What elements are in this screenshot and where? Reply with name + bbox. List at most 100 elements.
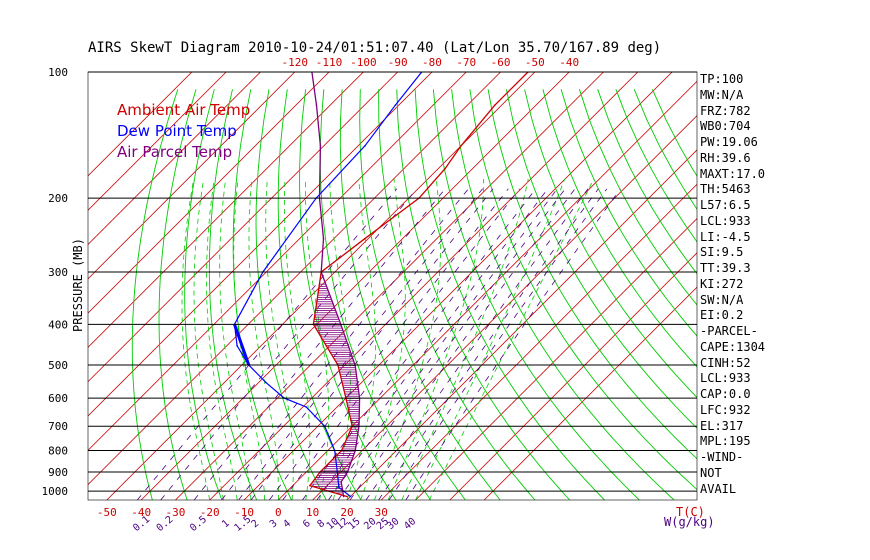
sounding-index-item: CINH:52	[700, 355, 751, 370]
sounding-index-item: PW:19.06	[700, 135, 758, 149]
bottom-temp-tick-label: -20	[200, 506, 220, 519]
air-parcel-temp-line	[311, 72, 361, 497]
dry-adiabat-line	[432, 89, 640, 500]
dew-point-temp-point	[236, 344, 238, 347]
pressure-tick-label: 500	[48, 359, 68, 372]
ambient-air-temp-point	[363, 237, 366, 240]
cape-hatch	[311, 283, 360, 494]
chart-legend: Ambient Air Temp Dew Point Temp Air Parc…	[117, 100, 250, 163]
sounding-index-item: EI:0.2	[700, 308, 744, 323]
mixing-ratio-line	[405, 188, 621, 500]
dry-adiabat-line	[396, 89, 571, 500]
mixing-ratio-tick-label: 3	[268, 518, 280, 530]
top-temp-tick-label: -70	[456, 56, 476, 69]
sounding-index-item: AVAIL	[700, 481, 737, 496]
pressure-tick-label: 100	[48, 66, 68, 79]
sounding-index-item: WB0:704	[700, 119, 751, 134]
moist-adiabat-line	[233, 178, 265, 500]
pressure-isobars	[87, 71, 698, 501]
plot-frame	[87, 71, 698, 501]
sounding-index-item: LCL:933	[700, 371, 751, 386]
mixing-ratio-tick-label: 40	[402, 516, 418, 532]
dry-adiabat-line	[378, 89, 536, 500]
sounding-index-item: SI:9.5	[700, 245, 744, 260]
pressure-tick-label: 700	[48, 420, 68, 433]
moist-adiabat-line	[360, 178, 406, 500]
mixing-ratio-line	[328, 188, 558, 500]
isotherm-line	[483, 286, 697, 500]
dry-adiabat-line	[184, 89, 223, 500]
dry-adiabat-line	[319, 89, 431, 500]
top-temp-tick-label: -120	[282, 56, 309, 69]
mixing-ratio-line	[349, 188, 576, 500]
dry-adiabat-line	[131, 89, 179, 500]
isotherm-line	[88, 72, 433, 417]
mixing-ratio-line	[337, 188, 566, 500]
dew-point-temp-point	[264, 381, 267, 384]
isotherm-line	[88, 72, 296, 280]
pressure-tick-label: 600	[48, 392, 68, 405]
isotherm-line	[449, 252, 697, 500]
sounding-index-item: MPL:195	[700, 434, 751, 449]
isotherm-line	[346, 149, 697, 500]
sounding-index-item: LFC:932	[700, 402, 751, 417]
moist-adiabat-line	[428, 178, 595, 500]
mixing-ratio-line	[388, 188, 608, 500]
bottom-temp-tick-label: -30	[166, 506, 186, 519]
sounding-index-item: LI:-4.5	[700, 229, 751, 244]
moist-adiabat-line	[248, 178, 279, 500]
ambient-air-temp-point	[460, 145, 462, 147]
moist-adiabat-line	[193, 178, 224, 500]
dry-adiabat-line	[158, 89, 197, 500]
ambient-air-temp-point	[309, 484, 311, 487]
isotherm-line	[88, 72, 364, 348]
sounding-index-item: SW:N/A	[700, 292, 744, 307]
mixing-ratio-line	[238, 188, 483, 500]
bottom-temp-tick-label: -40	[131, 506, 151, 519]
sounding-index-item: KI:272	[700, 276, 744, 291]
mixing-ratio-line	[136, 188, 398, 500]
air-parcel-temp-point	[319, 145, 322, 147]
top-temp-tick-label: -90	[388, 56, 408, 69]
mixing-ratio-tick-label: 6	[301, 518, 313, 530]
isotherm-line	[415, 217, 697, 500]
pressure-tick-label: 200	[48, 192, 68, 205]
dry-adiabat-line	[359, 89, 501, 500]
dry-adiabat-line	[255, 89, 327, 500]
isotherm-line	[140, 72, 570, 500]
mixing-ratio-line	[250, 188, 494, 500]
top-temp-tick-label: -50	[525, 56, 545, 69]
chart-title: AIRS SkewT Diagram 2010-10-24/01:51:07.4…	[88, 40, 661, 56]
grid-lines	[88, 72, 697, 500]
mixing-ratio-tick-label: 2	[250, 518, 262, 530]
pressure-tick-label: 400	[48, 318, 68, 331]
isotherm-line	[88, 72, 398, 383]
mixing-ratio-tick-label: 1	[220, 518, 232, 530]
moist-adiabat-line	[265, 178, 294, 500]
mixing-ratio-line	[193, 188, 446, 500]
air-parcel-temp-point	[322, 237, 325, 240]
dew-point-temp-point	[305, 406, 307, 408]
bottom-temp-tick-label: 10	[306, 506, 319, 519]
mixing-ratio-line	[282, 188, 520, 500]
y-axis-label: PRESSURE (MB)	[71, 238, 85, 332]
mixing-ratio-line	[268, 188, 509, 500]
isotherm-line	[380, 183, 697, 500]
isotherm-line	[88, 72, 467, 451]
dry-adiabat-line	[299, 89, 397, 500]
dry-adiabat-line	[339, 89, 466, 500]
sounding-index-item: -WIND-	[700, 450, 744, 464]
sounding-index-item: TT:39.3	[700, 261, 751, 275]
dew-point-temp-point	[394, 104, 397, 106]
air-parcel-temp-point	[315, 104, 318, 106]
dew-point-thick-segment	[233, 323, 251, 366]
moist-adiabat-line	[181, 178, 211, 500]
sounding-index-item: CAPE:1304	[700, 339, 766, 354]
isotherm-line	[88, 72, 501, 486]
bottom-temp-tick-label: -50	[97, 506, 117, 519]
isotherm-line	[175, 72, 604, 500]
dew-point-temp-point	[349, 495, 352, 498]
pressure-tick-label: 1000	[42, 485, 69, 498]
dry-adiabat-line	[578, 89, 697, 306]
